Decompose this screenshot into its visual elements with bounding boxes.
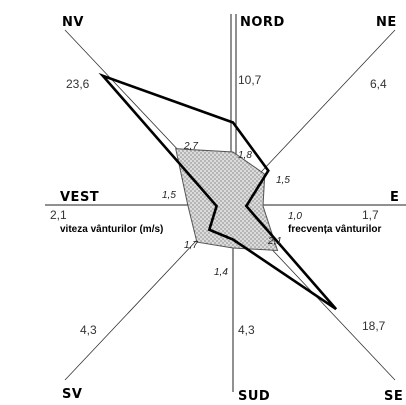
frequency-value-label: 23,6 [66, 77, 90, 91]
frequency-value-label: 1,7 [362, 208, 379, 222]
frequency-series [98, 72, 338, 311]
direction-label-nord: NORD [240, 15, 285, 30]
speed-value-label: 1,7 [184, 240, 198, 251]
frequency-value-label: 6,4 [370, 77, 387, 91]
speed-value-label: 1,4 [214, 267, 228, 278]
speed-value-label: 2,1 [267, 236, 282, 247]
direction-label-vest: VEST [60, 190, 99, 205]
frequency-value-label: 4,3 [238, 323, 255, 337]
frequency-value-label: 4,3 [80, 323, 97, 337]
frequency-value-label: 2,1 [50, 208, 67, 222]
frequency-value-label: 10,7 [238, 73, 262, 87]
speed-series [175, 148, 279, 252]
legend-speed: viteza vânturilor (m/s) [60, 224, 163, 235]
speed-value-label: 1,5 [276, 175, 290, 186]
speed-value-label: 2,7 [183, 141, 198, 152]
direction-label-se: SE [384, 389, 403, 404]
direction-label-nv: NV [62, 15, 84, 30]
direction-label-sud: SUD [238, 389, 270, 404]
direction-label-e: E [390, 190, 399, 205]
speed-value-label: 1,0 [288, 211, 302, 222]
speed-labels: 1,8 1,5 1,0 2,1 1,4 1,7 1,5 2,7 [162, 141, 302, 278]
frequency-labels: 10,7 6,4 1,7 18,7 4,3 4,3 2,1 23,6 [50, 73, 387, 337]
speed-value-label: 1,5 [162, 190, 176, 201]
speed-polygon [175, 148, 279, 252]
frequency-polygon [98, 72, 338, 311]
speed-value-label: 1,8 [238, 150, 252, 161]
legend-frequency: frecvența vânturilor [288, 224, 381, 235]
direction-label-ne: NE [376, 15, 397, 30]
frequency-value-label: 18,7 [362, 319, 386, 333]
direction-label-sv: SV [62, 387, 82, 402]
